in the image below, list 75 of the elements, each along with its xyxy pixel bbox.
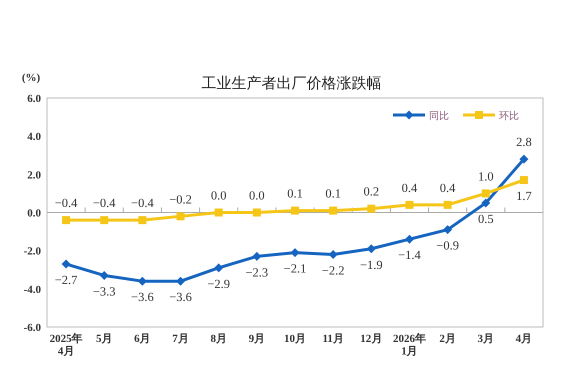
data-label: −0.4 bbox=[54, 196, 78, 210]
legend-label: 环比 bbox=[499, 110, 519, 122]
y-tick-label: -2.0 bbox=[24, 246, 42, 258]
data-label: −3.6 bbox=[169, 290, 192, 304]
point bbox=[328, 250, 338, 259]
y-tick-label: 0.0 bbox=[27, 208, 42, 220]
data-label: 0.5 bbox=[478, 212, 494, 226]
data-label: −2.9 bbox=[207, 276, 230, 291]
x-tick-label: 9月 bbox=[248, 333, 266, 345]
point bbox=[100, 216, 108, 224]
data-label: −2.3 bbox=[246, 265, 268, 280]
point bbox=[404, 234, 414, 244]
point bbox=[366, 244, 376, 254]
data-label: 2.8 bbox=[516, 135, 532, 150]
point bbox=[214, 263, 224, 272]
point bbox=[291, 206, 299, 215]
x-tick-label: 8月 bbox=[210, 333, 227, 345]
y-tick-label: 6.0 bbox=[27, 93, 42, 105]
data-label: −0.4 bbox=[131, 196, 154, 210]
data-label: 1.0 bbox=[478, 169, 494, 184]
x-tick-label: 2026年 1月 bbox=[392, 332, 426, 358]
point bbox=[520, 176, 528, 184]
x-tick-label: 7月 bbox=[172, 333, 189, 345]
data-label: −3.6 bbox=[131, 290, 154, 304]
point bbox=[62, 260, 71, 269]
data-label: 1.7 bbox=[516, 189, 532, 204]
x-tick-label: 2月 bbox=[439, 333, 456, 345]
point bbox=[444, 200, 452, 209]
point bbox=[443, 225, 452, 234]
point bbox=[252, 208, 261, 216]
data-label: −0.2 bbox=[169, 192, 192, 206]
x-tick-label: 6月 bbox=[134, 333, 151, 345]
point bbox=[482, 189, 490, 198]
point bbox=[252, 252, 262, 261]
data-label: 0.1 bbox=[287, 186, 303, 201]
x-tick-label: 12月 bbox=[360, 333, 382, 345]
data-label: −3.3 bbox=[92, 284, 116, 298]
data-label: 0.0 bbox=[249, 188, 265, 202]
data-label: −2.1 bbox=[284, 262, 306, 276]
point bbox=[481, 198, 490, 208]
data-label: 0.1 bbox=[325, 186, 341, 201]
data-label: −2.2 bbox=[322, 263, 344, 278]
y-tick-label: 2.0 bbox=[27, 169, 42, 182]
point bbox=[367, 204, 376, 213]
x-tick-label: 3月 bbox=[478, 333, 494, 345]
data-label: 0.4 bbox=[402, 180, 418, 195]
point bbox=[405, 200, 414, 209]
x-tick-label: 4月 bbox=[516, 333, 532, 345]
data-label: −0.9 bbox=[436, 238, 459, 253]
point bbox=[176, 212, 185, 220]
x-tick-label: 11月 bbox=[322, 333, 344, 345]
legend-label: 同比 bbox=[429, 110, 449, 122]
point bbox=[138, 216, 146, 224]
point bbox=[176, 276, 186, 286]
y-tick-label: -6.0 bbox=[24, 322, 42, 334]
point bbox=[519, 154, 528, 164]
data-label: −0.4 bbox=[92, 196, 116, 210]
y-axis-title: (%) bbox=[22, 72, 40, 84]
x-tick-label: 10月 bbox=[284, 333, 306, 345]
point bbox=[329, 206, 338, 215]
x-tick-label: 5月 bbox=[96, 333, 112, 345]
chart-title: 工业生产者出厂价格涨跌幅 bbox=[202, 74, 382, 92]
data-label: 0.2 bbox=[363, 184, 380, 199]
y-tick-label: -4.0 bbox=[24, 284, 42, 296]
data-label: −1.4 bbox=[398, 248, 422, 262]
data-label: 0.0 bbox=[210, 188, 227, 202]
point bbox=[100, 270, 109, 280]
point bbox=[62, 216, 70, 224]
data-label: −1.9 bbox=[360, 258, 383, 272]
x-tick-label: 2025年 4月 bbox=[50, 332, 83, 358]
data-label: −2.7 bbox=[54, 273, 78, 288]
point bbox=[290, 248, 300, 258]
y-tick-label: 4.0 bbox=[27, 131, 42, 144]
point bbox=[214, 208, 223, 216]
data-label: 0.4 bbox=[440, 180, 456, 195]
